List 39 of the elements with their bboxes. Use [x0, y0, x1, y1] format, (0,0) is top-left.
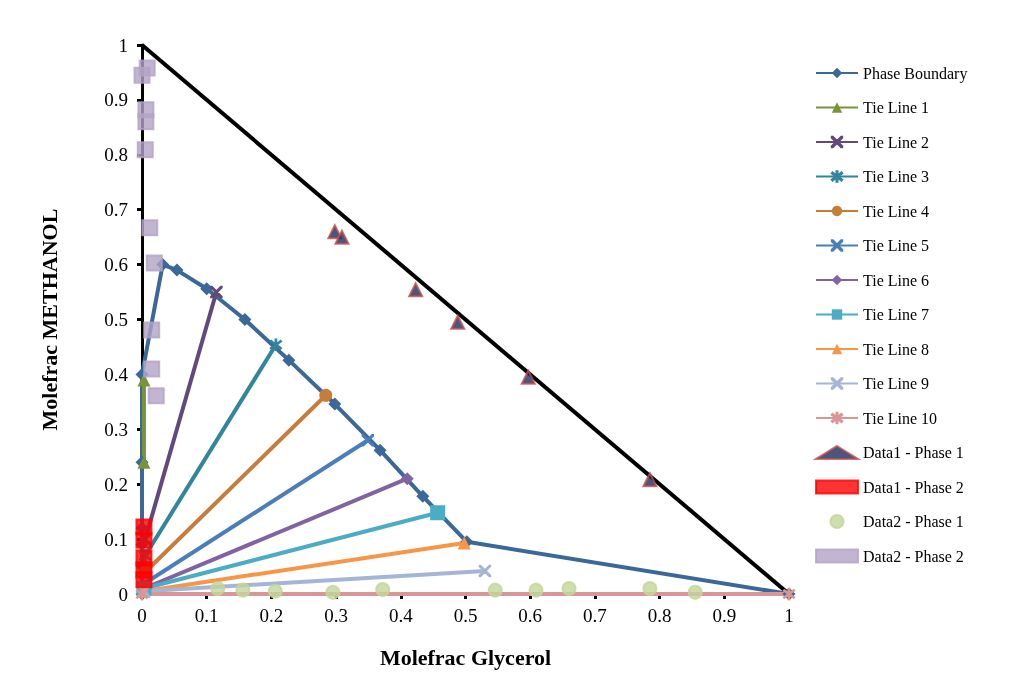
y-tick-label: 0.9 [104, 89, 128, 111]
y-tick-label: 0.7 [104, 199, 128, 221]
x-axis-title: Molefrac Glycerol [379, 644, 552, 670]
legend-label: Data2 - Phase 1 [863, 513, 964, 530]
y-tick-label: 0 [118, 583, 128, 605]
legend-label: Tie Line 3 [863, 168, 930, 185]
legend-label: Tie Line 1 [863, 99, 930, 116]
legend-label: Data1 - Phase 1 [863, 444, 964, 461]
x-tick-label: 0.5 [453, 605, 478, 626]
y-tick-label: 0.1 [104, 528, 128, 550]
y-tick-label: 0.5 [104, 309, 128, 330]
x-tick-label: 1 [784, 605, 794, 626]
x-tick-label: 0.8 [647, 605, 672, 626]
x-tick-label: 0.4 [388, 605, 414, 626]
y-axis-title: Molefrac METHANOL [36, 208, 62, 431]
x-tick-label: 0.7 [583, 605, 607, 626]
y-tick-label: 0.4 [104, 363, 129, 385]
legend-label: Tie Line 9 [863, 375, 930, 392]
x-tick-label: 0.1 [194, 605, 219, 626]
legend-label: Tie Line 4 [863, 202, 930, 220]
x-tick-label: 0.6 [518, 605, 543, 626]
legend-label: Tie Line 5 [863, 237, 930, 254]
legend-label: Tie Line 10 [863, 409, 938, 427]
y-tick-label: 0.2 [104, 473, 128, 495]
y-tick-label: 0.3 [104, 418, 128, 440]
legend-label: Tie Line 8 [863, 340, 930, 358]
legend-label: Phase Boundary [863, 64, 968, 83]
legend-label: Data2 - Phase 2 [863, 547, 964, 565]
y-tick-label: 1 [118, 34, 128, 56]
x-tick-label: 0.2 [259, 605, 284, 626]
x-tick-label: 0.9 [712, 605, 737, 626]
x-tick-label: 0 [137, 605, 147, 626]
legend-label: Data1 - Phase 2 [863, 478, 964, 496]
y-tick-label: 0.6 [104, 254, 128, 276]
legend-label: Tie Line 7 [863, 306, 930, 323]
x-tick-label: 0.3 [324, 605, 348, 626]
y-tick-label: 0.8 [104, 144, 128, 166]
legend-label: Tie Line 6 [863, 271, 930, 289]
legend-label: Tie Line 2 [863, 133, 930, 151]
